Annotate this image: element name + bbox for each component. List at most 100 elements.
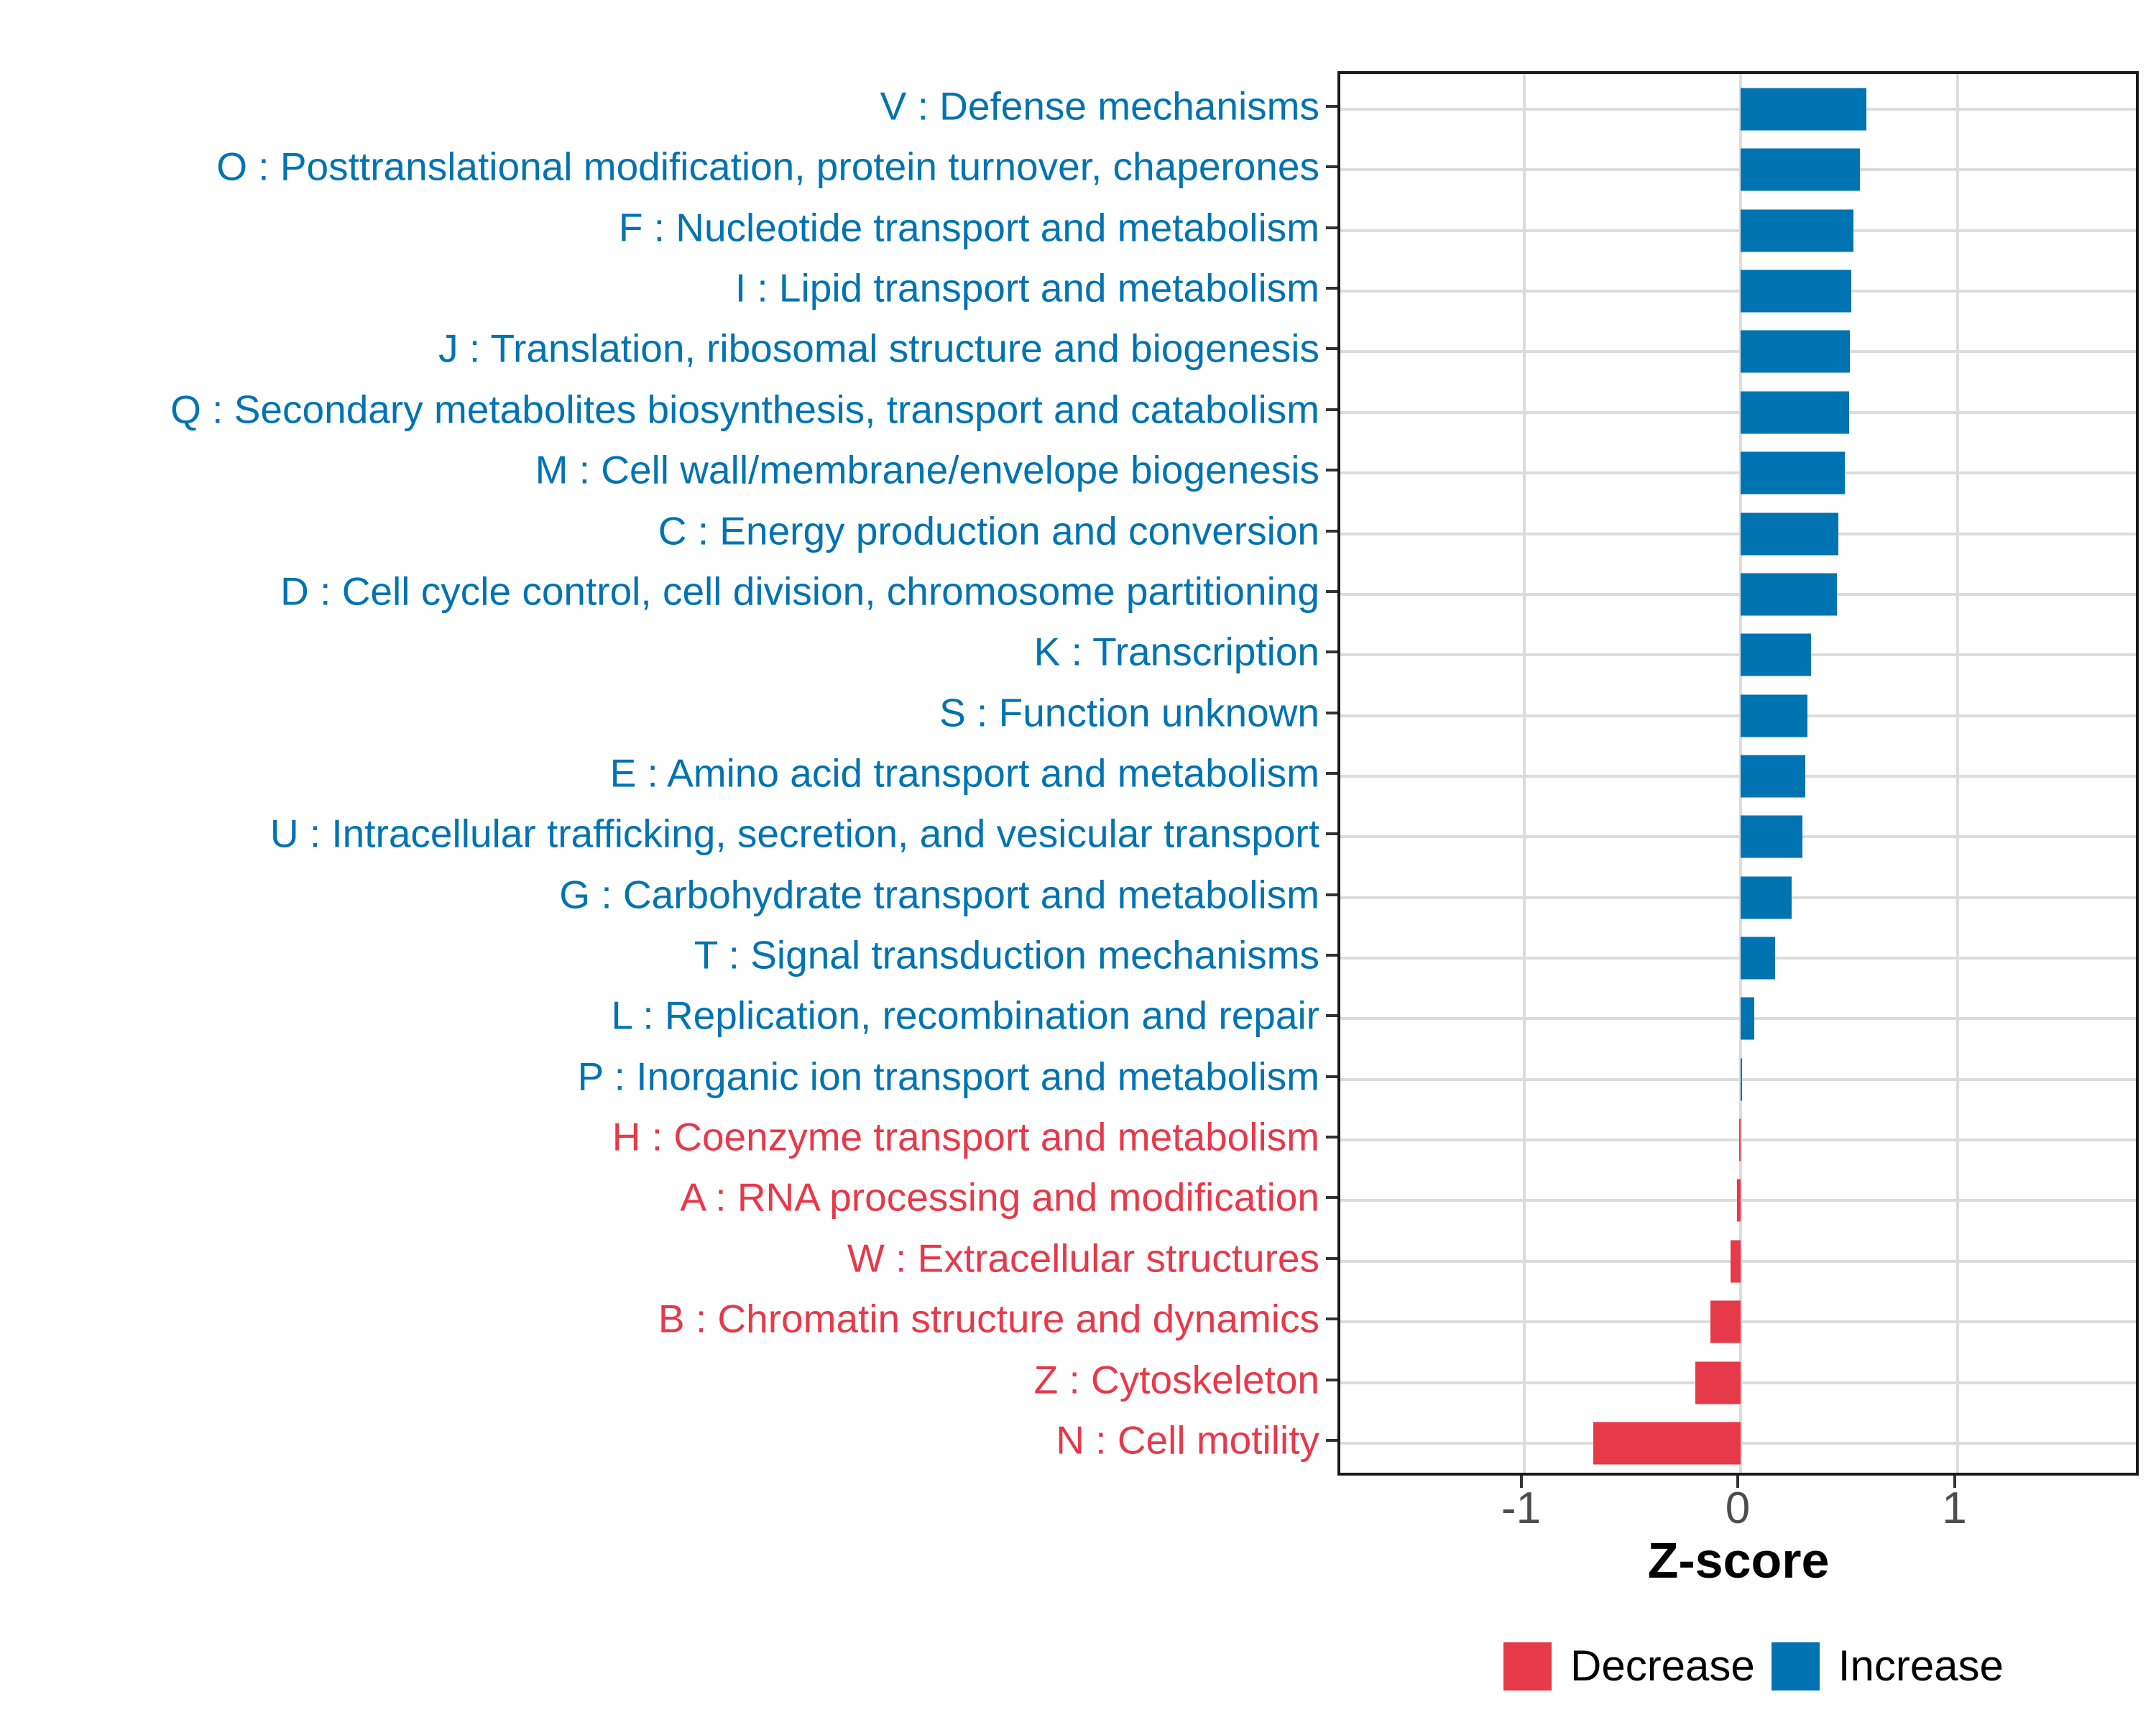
legend-swatch-decrease <box>1503 1642 1552 1690</box>
bar-g <box>1741 876 1792 919</box>
x-axis-title: Z-score <box>1647 1532 1830 1588</box>
y-axis-tick <box>1326 226 1337 229</box>
y-axis-tick <box>1326 287 1337 290</box>
gridline-horizontal <box>1340 1077 2136 1081</box>
gridline-vertical <box>1522 74 1526 1473</box>
gridline-horizontal <box>1340 168 2136 172</box>
y-axis-tick <box>1326 1317 1337 1321</box>
y-axis-tick <box>1326 1075 1337 1078</box>
bar-h <box>1739 1118 1741 1162</box>
legend-label-increase: Increase <box>1838 1642 2004 1690</box>
y-axis-label: F : Nucleotide transport and metabolism <box>618 205 1319 250</box>
bar-u <box>1741 815 1802 858</box>
y-axis-tick <box>1326 1256 1337 1260</box>
y-axis-label: V : Defense mechanisms <box>880 83 1319 129</box>
y-axis-label: G : Carbohydrate transport and metabolis… <box>559 872 1319 917</box>
bar-p <box>1741 1058 1743 1101</box>
gridline-vertical <box>1955 74 1959 1473</box>
y-axis-label: S : Function unknown <box>939 690 1319 735</box>
y-axis-tick <box>1326 1196 1337 1200</box>
y-axis-label: D : Cell cycle control, cell division, c… <box>280 569 1319 614</box>
x-axis-tick <box>1953 1476 1956 1488</box>
y-axis-label: K : Transcription <box>1033 629 1319 674</box>
y-axis-tick <box>1326 469 1337 472</box>
gridline-horizontal <box>1340 835 2136 839</box>
gridline-horizontal <box>1340 714 2136 717</box>
legend: Decrease Increase <box>1503 1642 2004 1690</box>
y-axis-tick <box>1326 1438 1337 1442</box>
y-axis-tick <box>1326 529 1337 533</box>
bar-c <box>1741 512 1838 556</box>
legend-label-decrease: Decrease <box>1570 1642 1755 1690</box>
y-axis-tick <box>1326 105 1337 108</box>
y-axis-tick <box>1326 1014 1337 1018</box>
y-axis-label: N : Cell motility <box>1056 1417 1319 1463</box>
x-axis-tick-label: 0 <box>1725 1484 1751 1533</box>
y-axis-label: J : Translation, ribosomal structure and… <box>438 326 1319 371</box>
y-axis-tick <box>1326 893 1337 896</box>
y-axis-label: T : Signal transduction mechanisms <box>694 932 1319 978</box>
bar-f <box>1741 209 1853 252</box>
y-axis-tick <box>1326 771 1337 775</box>
gridline-horizontal <box>1340 532 2136 535</box>
y-axis-label: E : Amino acid transport and metabolism <box>609 750 1319 796</box>
gridline-horizontal <box>1340 896 2136 899</box>
bar-s <box>1741 694 1808 737</box>
y-axis-label: W : Extracellular structures <box>847 1236 1319 1281</box>
gridline-horizontal <box>1340 472 2136 475</box>
gridline-horizontal <box>1340 653 2136 657</box>
legend-swatch-increase <box>1771 1642 1820 1690</box>
gridline-horizontal <box>1340 592 2136 596</box>
x-axis-tick <box>1519 1476 1523 1488</box>
y-axis-label: O : Posttranslational modification, prot… <box>216 144 1319 189</box>
y-axis-label: L : Replication, recombination and repai… <box>611 993 1319 1038</box>
gridline-horizontal <box>1340 1017 2136 1021</box>
plot-panel <box>1337 71 2139 1476</box>
bar-k <box>1741 633 1811 676</box>
y-axis-tick <box>1326 711 1337 714</box>
y-axis-label: I : Lipid transport and metabolism <box>734 265 1319 310</box>
bar-a <box>1737 1179 1741 1222</box>
bar-l <box>1741 997 1754 1040</box>
x-axis-tick <box>1736 1476 1739 1488</box>
y-axis-label: B : Chromatin structure and dynamics <box>658 1296 1319 1341</box>
y-axis-tick <box>1326 650 1337 654</box>
bar-z <box>1695 1361 1741 1404</box>
y-axis-label: A : RNA processing and modification <box>680 1174 1319 1220</box>
bar-d <box>1741 573 1838 616</box>
bar-w <box>1730 1240 1741 1283</box>
gridline-horizontal <box>1340 410 2136 414</box>
x-axis-tick-label: -1 <box>1501 1484 1542 1533</box>
y-axis-tick <box>1326 1136 1337 1139</box>
y-axis-tick <box>1326 165 1337 169</box>
gridline-horizontal <box>1340 957 2136 960</box>
y-axis-label: C : Energy production and conversion <box>658 508 1319 553</box>
y-axis-label: M : Cell wall/membrane/envelope biogenes… <box>535 447 1319 492</box>
y-axis-tick <box>1326 347 1337 351</box>
gridline-horizontal <box>1340 1138 2136 1142</box>
gridline-horizontal <box>1340 229 2136 232</box>
y-axis-label: Z : Cytoskeleton <box>1033 1357 1319 1402</box>
x-axis-tick-label: 1 <box>1942 1484 1967 1533</box>
y-axis-label: Q : Secondary metabolites biosynthesis, … <box>170 387 1319 432</box>
bar-q <box>1741 391 1849 434</box>
bar-t <box>1741 937 1776 980</box>
gridline-horizontal <box>1340 108 2136 111</box>
y-axis-tick <box>1326 589 1337 593</box>
y-axis-tick <box>1326 832 1337 836</box>
bar-v <box>1741 88 1866 131</box>
y-axis-tick <box>1326 408 1337 411</box>
bar-m <box>1741 451 1845 494</box>
y-axis-label: P : Inorganic ion transport and metaboli… <box>577 1054 1319 1099</box>
bar-i <box>1741 270 1851 313</box>
y-axis-label: H : Coenzyme transport and metabolism <box>612 1114 1319 1159</box>
gridline-horizontal <box>1340 350 2136 354</box>
y-axis-label: U : Intracellular trafficking, secretion… <box>270 811 1319 856</box>
gridline-horizontal <box>1340 774 2136 778</box>
y-axis-tick <box>1326 1378 1337 1381</box>
bar-n <box>1593 1422 1741 1465</box>
bar-e <box>1741 755 1806 798</box>
bar-o <box>1741 148 1860 191</box>
gridline-horizontal <box>1340 290 2136 293</box>
